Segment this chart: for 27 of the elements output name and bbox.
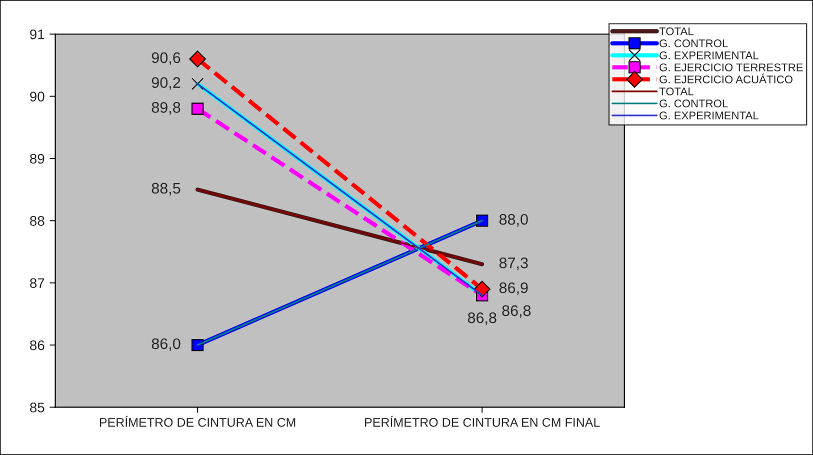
x-tick-label: PERÍMETRO DE CINTURA EN CM FINAL	[365, 416, 600, 427]
data-label: 87,3	[499, 257, 528, 270]
data-label: 90,2	[152, 77, 180, 90]
legend-label: G. CONTROL	[660, 100, 728, 108]
y-tick-label: 90	[30, 92, 44, 102]
legend-label: TOTAL	[659, 27, 694, 36]
data-label: 86,9	[499, 282, 528, 295]
legend-label: G. CONTROL	[660, 39, 728, 48]
data-label: 86,8	[468, 312, 496, 325]
data-label: 89,8	[152, 102, 180, 115]
legend-label: G. EJERCICIO TERRESTRE	[660, 63, 803, 72]
data-label: 86,8	[502, 305, 531, 318]
y-tick-label: 87	[30, 278, 44, 288]
data-label: 90,6	[152, 52, 180, 65]
legend-label: G. EXPERIMENTAL	[660, 112, 758, 120]
y-tick-label: 86	[30, 340, 44, 350]
y-tick-label: 85	[30, 402, 44, 412]
y-tick-label: 88	[30, 216, 44, 226]
data-label: 86,0	[152, 338, 180, 351]
data-label: 88,5	[152, 182, 180, 196]
legend-label: G. EXPERIMENTAL	[660, 51, 758, 60]
y-tick-label: 89	[30, 154, 44, 164]
data-label: 88,0	[499, 214, 528, 227]
legend-label: TOTAL	[659, 88, 694, 96]
x-tick-label: PERÍMETRO DE CINTURA EN CM	[100, 416, 296, 427]
legend-label: G. EJERCICIO ACUÁTICO	[660, 74, 792, 84]
y-tick-label: 91	[30, 29, 44, 40]
